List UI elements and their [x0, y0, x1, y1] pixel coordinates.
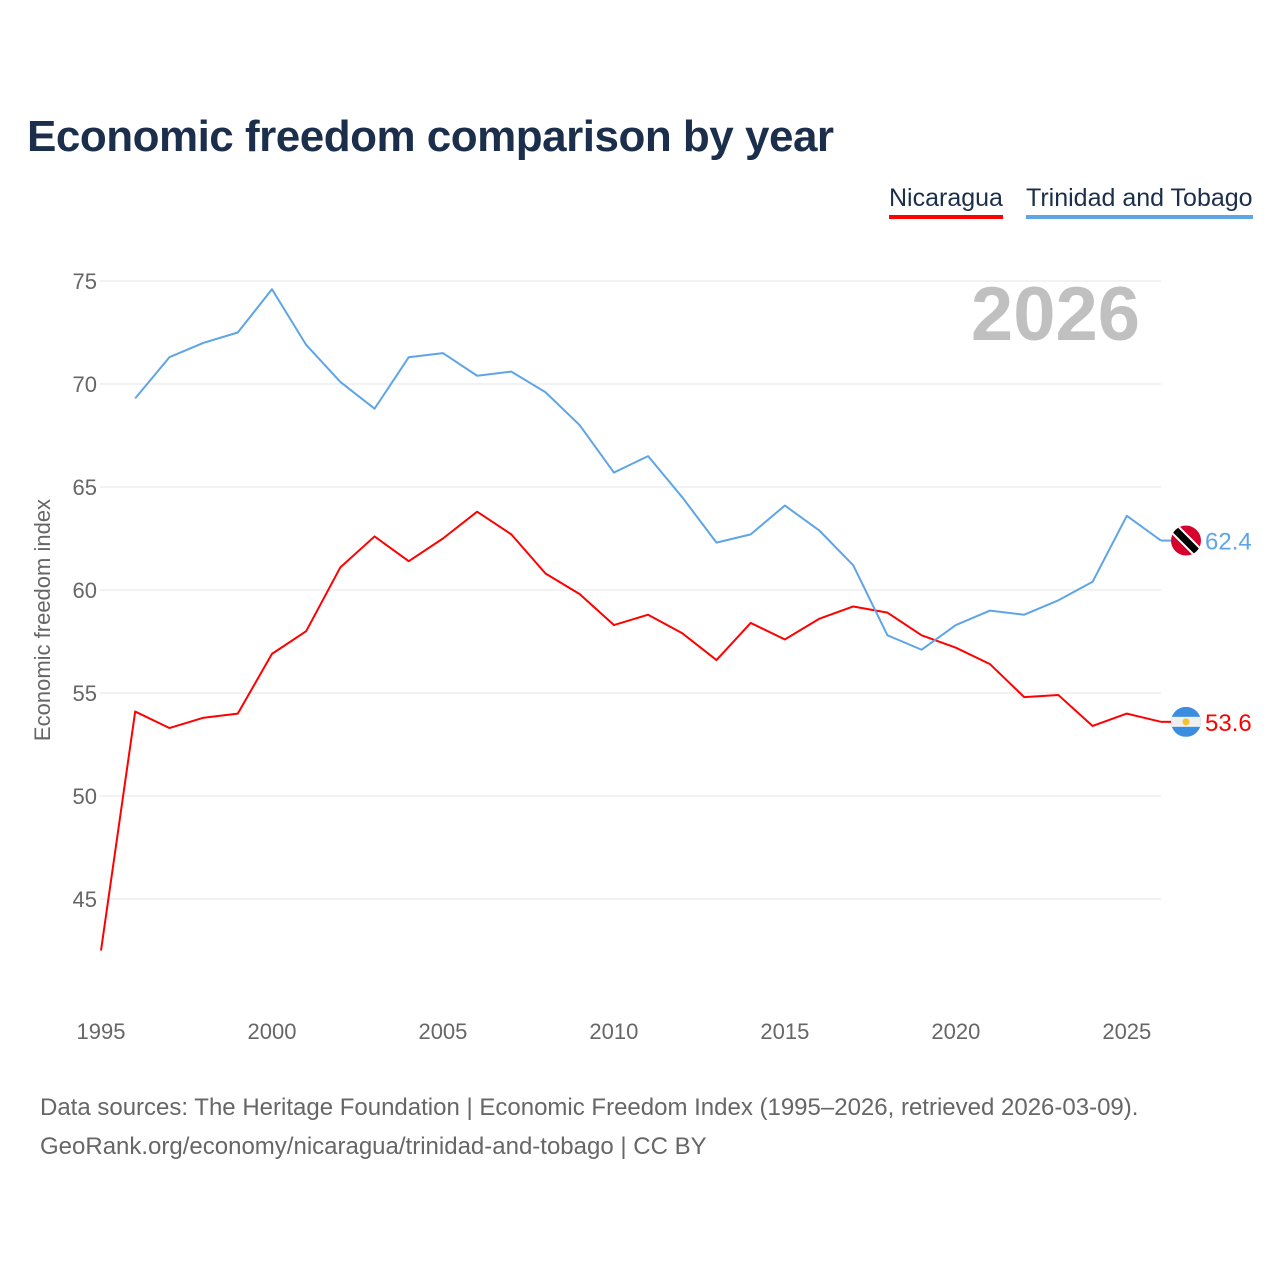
flag-black-stripe: [1171, 525, 1201, 556]
trinidad-and-tobago-flag-icon: [1171, 525, 1201, 556]
flag-body: [1171, 706, 1201, 737]
chart-title: Economic freedom comparison by year: [27, 112, 834, 161]
x-tick-label: 2010: [589, 1019, 638, 1044]
y-tick-label: 70: [73, 372, 97, 397]
x-tick-label: 2005: [418, 1019, 467, 1044]
x-tick-label: 2025: [1102, 1019, 1151, 1044]
flag-emblem: [1182, 718, 1190, 726]
y-tick-label: 60: [73, 578, 97, 603]
x-tick-label: 2020: [931, 1019, 980, 1044]
legend-nicaragua[interactable]: Nicaragua: [889, 184, 1003, 219]
year-watermark: 2026: [971, 272, 1140, 357]
end-value-label: 53.6: [1205, 710, 1252, 737]
source-note: Data sources: The Heritage Foundation | …: [40, 1088, 1138, 1166]
x-tick-label: 1995: [77, 1019, 126, 1044]
y-tick-label: 75: [73, 269, 97, 294]
y-tick-label: 55: [73, 681, 97, 706]
y-tick-label: 45: [73, 887, 97, 912]
y-tick-label: 65: [73, 475, 97, 500]
x-tick-label: 2000: [247, 1019, 296, 1044]
y-tick-label: 50: [73, 784, 97, 809]
source-line-2[interactable]: GeoRank.org/economy/nicaragua/trinidad-a…: [40, 1133, 707, 1160]
series-line-trinidad-and-tobago: [134, 288, 1162, 651]
nicaragua-flag-icon: [1171, 706, 1201, 737]
y-axis-label: Economic freedom index: [30, 499, 55, 741]
source-line-1: Data sources: The Heritage Foundation | …: [40, 1094, 1139, 1121]
x-tick-label: 2015: [760, 1019, 809, 1044]
series-line-nicaragua: [100, 510, 1162, 951]
end-value-label: 62.4: [1205, 529, 1252, 556]
flag-body: [1171, 525, 1201, 556]
legend-trinidad-and-tobago[interactable]: Trinidad and Tobago: [1026, 184, 1253, 219]
